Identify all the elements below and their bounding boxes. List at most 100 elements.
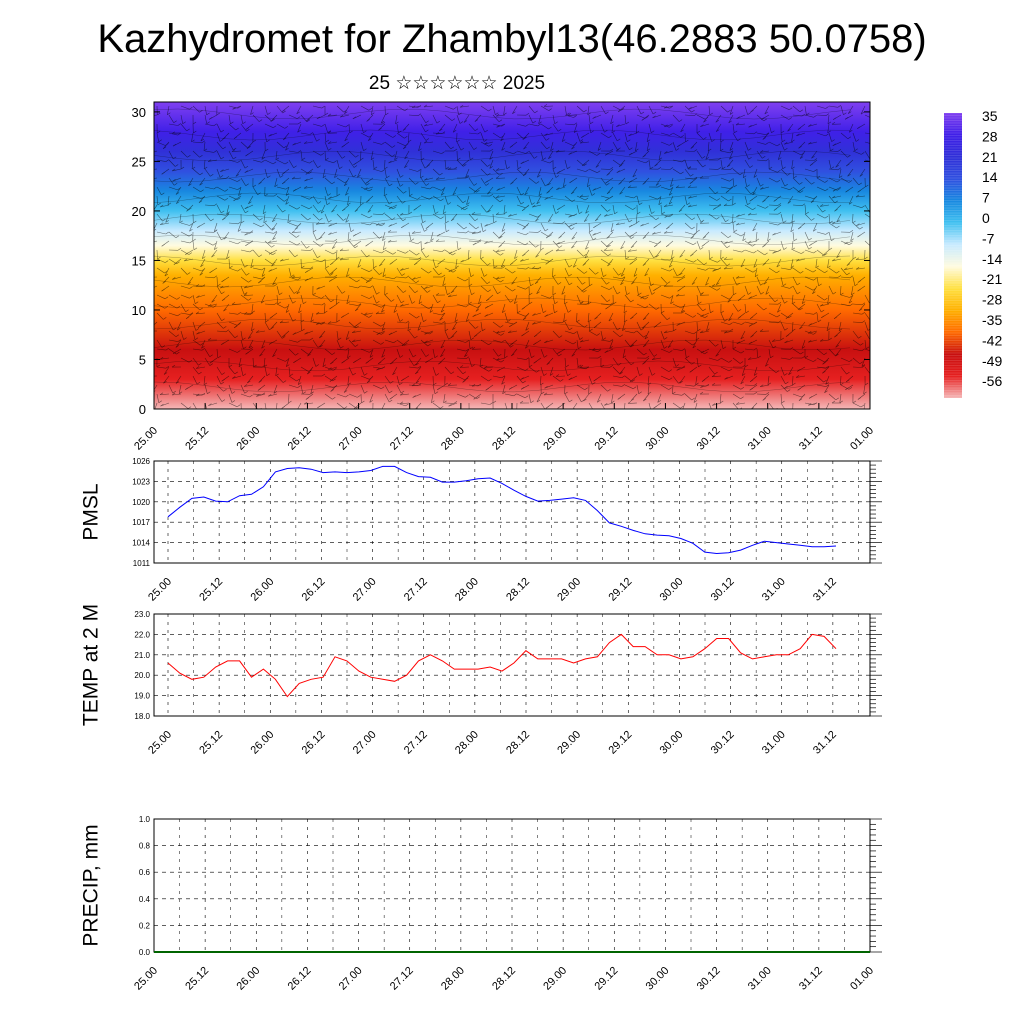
colorbar-label: -14: [982, 251, 1002, 267]
colorbar-label: 0: [982, 210, 990, 226]
heatmap-field: [154, 102, 870, 409]
y-tick-label: 22.0: [134, 630, 150, 639]
y-tick-label: 0.0: [139, 948, 151, 957]
x-tick-label: 28.12: [504, 576, 532, 604]
x-tick-label: 28.00: [439, 965, 467, 993]
colorbar-label: -7: [982, 230, 995, 246]
x-tick-label: 26.12: [286, 965, 314, 993]
x-tick-label: 27.00: [337, 965, 365, 993]
x-tick-label: 25.00: [132, 965, 160, 993]
y-tick-label: 1026: [132, 457, 150, 466]
colorbar-gradient: [944, 113, 962, 398]
y-axis-label: PRECIP, mm: [80, 824, 103, 946]
colorbar-label: 35: [982, 108, 998, 124]
y-tick-label: 19.0: [134, 692, 150, 701]
x-tick-label: 29.12: [592, 965, 620, 993]
y-tick-label: 1017: [132, 518, 150, 527]
colorbar-label: -56: [982, 373, 1002, 389]
y-tick-label: 1023: [132, 477, 150, 486]
x-tick-label: 30.12: [695, 425, 723, 453]
wind-barbs: [154, 104, 870, 409]
y-tick-label: 0.4: [139, 895, 151, 904]
y-tick-label: 0.8: [139, 842, 151, 851]
chart-title: Kazhydromet for Zhambyl13(46.2883 50.075…: [97, 17, 927, 61]
y-tick-label: 0.6: [139, 868, 151, 877]
y-tick-label: 21.0: [134, 651, 150, 660]
colorbar-label: 7: [982, 190, 990, 206]
x-tick-label: 29.00: [541, 425, 569, 453]
x-tick-label: 30.00: [644, 425, 672, 453]
x-tick-label: 28.12: [490, 425, 518, 453]
y-tick-label: 1.0: [139, 815, 151, 824]
x-tick-label: 31.00: [746, 425, 774, 453]
colorbar-label: 28: [982, 128, 998, 144]
colorbar-label: 21: [982, 149, 998, 165]
x-tick-label: 26.00: [234, 965, 262, 993]
y-tick-label: 10: [132, 303, 146, 318]
x-tick-label: 25.12: [197, 576, 225, 604]
x-tick-label: 26.00: [248, 729, 276, 757]
x-tick-label: 28.00: [453, 729, 481, 757]
x-tick-label: 31.12: [797, 425, 825, 453]
contour-lines: [154, 108, 851, 393]
colorbar: 35 28 21 14 7 0 -7 -14 -21 -28 -35 -42 -49 -56: [944, 108, 1002, 398]
y-tick-label: 1011: [133, 559, 151, 568]
x-tick-label: 30.12: [709, 576, 737, 604]
x-tick-label: 29.00: [555, 729, 583, 757]
y-tick-label: 5: [139, 352, 146, 367]
y-axis-label: PMSL: [80, 483, 103, 540]
series-line: [167, 465, 837, 555]
x-tick-label: 26.00: [248, 576, 276, 604]
y-tick-label: 1020: [132, 498, 150, 507]
x-tick-label: 01.00: [848, 965, 876, 993]
x-tick-label: 29.12: [606, 729, 634, 757]
x-tick-label: 25.00: [132, 425, 160, 453]
colorbar-label: -28: [982, 292, 1002, 308]
x-tick-label: 25.12: [183, 425, 211, 453]
panel-frame: [153, 460, 871, 564]
x-tick-label: 26.12: [300, 729, 328, 757]
colorbar-label: -21: [982, 271, 1002, 287]
x-tick-label: 28.00: [453, 576, 481, 604]
x-tick-label: 30.12: [695, 965, 723, 993]
x-tick-label: 30.00: [658, 576, 686, 604]
x-tick-label: 27.00: [337, 425, 365, 453]
x-tick-label: 31.00: [760, 576, 788, 604]
x-tick-label: 27.12: [402, 729, 430, 757]
y-tick-label: 23.0: [134, 610, 150, 619]
x-tick-label: 31.12: [811, 576, 839, 604]
colorbar-label: -49: [982, 353, 1002, 369]
panel-frame: [153, 613, 871, 717]
x-tick-label: 25.12: [183, 965, 211, 993]
y-tick-label: 20: [132, 204, 146, 219]
x-tick-label: 01.00: [848, 425, 876, 453]
x-tick-label: 26.12: [300, 576, 328, 604]
y-tick-label: 15: [132, 253, 146, 268]
x-tick-label: 27.00: [351, 729, 379, 757]
x-tick-label: 29.12: [592, 425, 620, 453]
x-tick-label: 27.12: [388, 965, 416, 993]
y-tick-label: 30: [132, 105, 146, 120]
x-tick-label: 29.00: [541, 965, 569, 993]
x-tick-label: 31.12: [811, 729, 839, 757]
y-tick-label: 25: [132, 154, 146, 169]
y-tick-label: 0: [139, 402, 146, 417]
x-tick-label: 31.00: [746, 965, 774, 993]
x-tick-label: 30.00: [658, 729, 686, 757]
x-tick-label: 29.00: [555, 576, 583, 604]
temp-panel: 18.0 19.0 20.0 21.0 22.0 23.0 25.00 25.12 26.00 2…: [80, 604, 882, 757]
cross-section-panel: 0 5 10 15 20 25 30 25.00 25.12 26.00 26.12 27.00 27.…: [132, 101, 876, 453]
x-tick-label: 26.00: [234, 425, 262, 453]
x-tick-label: 28.00: [439, 425, 467, 453]
x-tick-label: 27.12: [402, 576, 430, 604]
series-line: [167, 633, 837, 698]
y-tick-label: 20.0: [134, 671, 150, 680]
x-tick-label: 25.12: [197, 729, 225, 757]
pmsl-panel: 1011 1014 1017 1020 1023 1026 25.00 25.12 26.00 2…: [80, 457, 882, 604]
precip-panel: 0.0 0.2 0.4 0.6 0.8 1.0 25.00 25.12 26.00 26.12 27…: [80, 815, 882, 993]
chart-subtitle: 25 ☆☆☆☆☆☆ 2025: [368, 73, 546, 94]
colorbar-label: -42: [982, 332, 1002, 348]
x-tick-label: 28.12: [504, 729, 532, 757]
x-tick-label: 27.00: [351, 576, 379, 604]
